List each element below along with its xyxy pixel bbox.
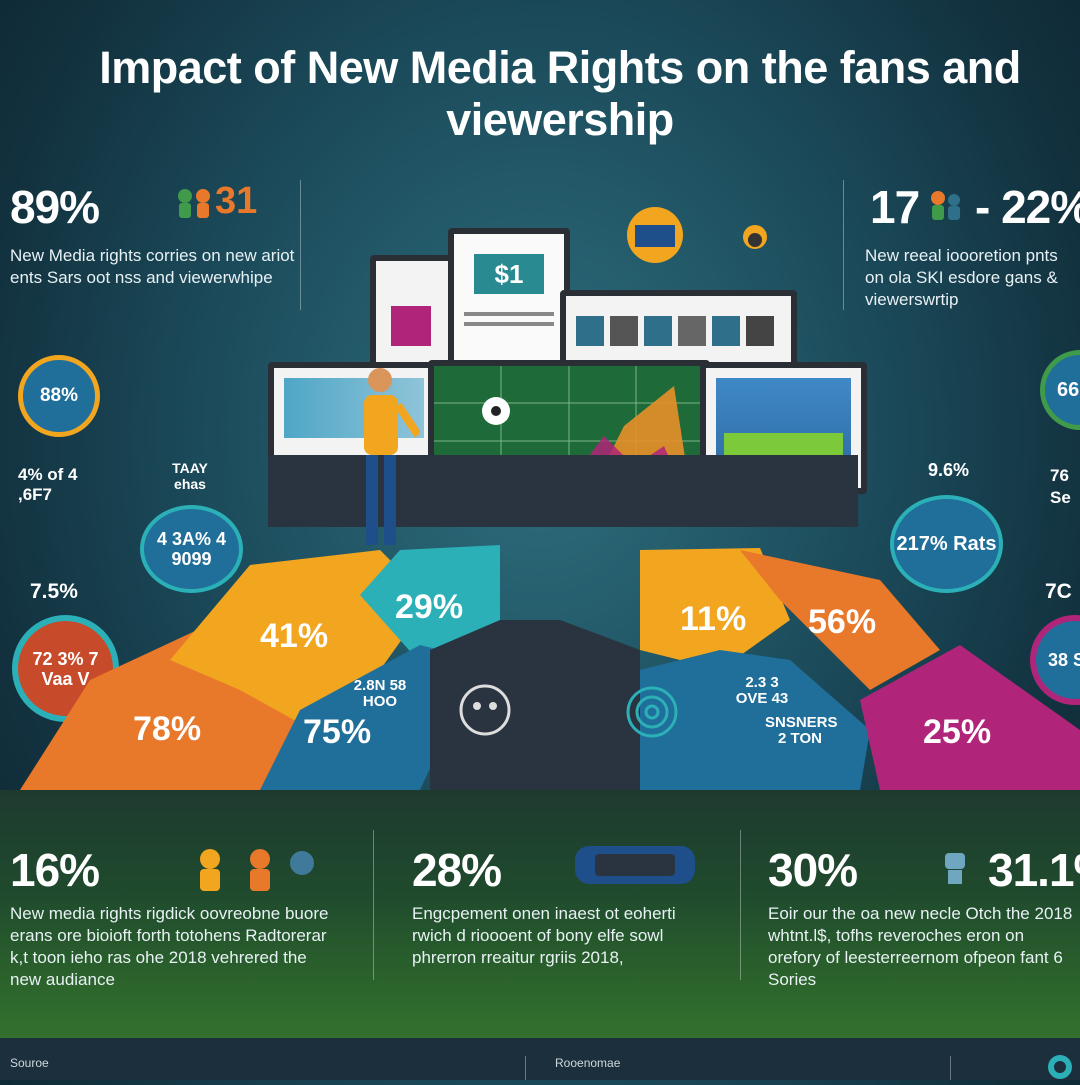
footer: Souroe Rooenomae (0, 1038, 1080, 1080)
segment-value: 11% (680, 600, 747, 638)
bottom-description-3: Eoir our the oa new necle Otch the 2018 … (768, 904, 1073, 989)
divider (300, 180, 301, 310)
phone-screen: $1 (448, 228, 570, 370)
segment-note: 2.8N 58 HOO (353, 677, 407, 710)
divider (843, 180, 844, 310)
segment-value: 56% (808, 603, 877, 641)
page-title: Impact of New Media Rights on the fans a… (99, 42, 1021, 145)
bottom-description-1: New media rights rigdick oovreobne buore… (10, 904, 329, 989)
left-side-text-2: TAAY ehas (172, 460, 208, 492)
bottom-stat-3: 30% (768, 844, 858, 896)
segment-value: 29% (395, 588, 464, 626)
people-icon (926, 188, 966, 227)
top-left-stat2: 31 (215, 180, 258, 222)
fan-avatar-icon (625, 195, 685, 290)
divider (740, 830, 741, 980)
mascot-icon (455, 680, 515, 745)
segment-value: 78% (133, 710, 202, 748)
top-left-stat: 89% (10, 181, 100, 233)
segment-value: 41% (260, 617, 329, 655)
top-right-stat2: - 22% (975, 181, 1080, 233)
segment-value: 25% (923, 713, 992, 751)
stat-ring-left-2: 4 3A% 4 9099 (140, 505, 243, 593)
left-side-text-1: 4% of 4 ,6F7 (18, 465, 78, 504)
small-avatar-icon (740, 222, 770, 263)
robot-icon (940, 848, 970, 893)
fingerprint-icon (625, 685, 680, 745)
players-icon (190, 845, 330, 900)
divider (950, 1056, 951, 1080)
divider (373, 830, 374, 980)
stadium-field (0, 790, 1080, 1080)
footer-note: Rooenomae (555, 1056, 621, 1070)
top-left-description: New Media rights corries on new ariot en… (10, 246, 295, 287)
segment-value: 75% (303, 713, 372, 751)
stat-ring-right-1: 66 (1040, 350, 1080, 430)
footer-source: Souroe (10, 1056, 49, 1070)
stat-ring-left-1: 88% (18, 355, 100, 437)
segment-note: 2.3 3 OVE 43 (735, 674, 789, 707)
divider (525, 1056, 526, 1080)
vr-headset-icon (565, 838, 705, 898)
price-label: $1 (474, 254, 544, 294)
bottom-stat-1: 16% (10, 844, 100, 896)
segment-note: SNSNERS 2 TON (765, 714, 838, 747)
right-side-text-3: 7C (1045, 580, 1072, 603)
top-right-description: New reeal ioooretion pnts on ola SKI esd… (865, 246, 1058, 309)
right-side-text-1: 9.6% (928, 460, 970, 480)
stat-ring-right-2: 217% Rats (890, 495, 1003, 593)
top-right-stat: 17 (870, 181, 920, 233)
top-left-stat-icon-text: 31 (175, 180, 257, 223)
people-icon (175, 186, 215, 220)
left-side-text-3: 7.5% (30, 580, 78, 603)
logo-icon (1045, 1052, 1075, 1085)
bottom-stat-3b: 31.1% (988, 844, 1080, 896)
person-figure (340, 365, 422, 550)
right-side-text-2: 76 Se (1050, 466, 1071, 507)
bottom-description-2: Engcpement onen inaest ot eoherti rwich … (412, 904, 676, 967)
segment-base (20, 545, 1080, 790)
bottom-stat-2: 28% (412, 844, 502, 896)
